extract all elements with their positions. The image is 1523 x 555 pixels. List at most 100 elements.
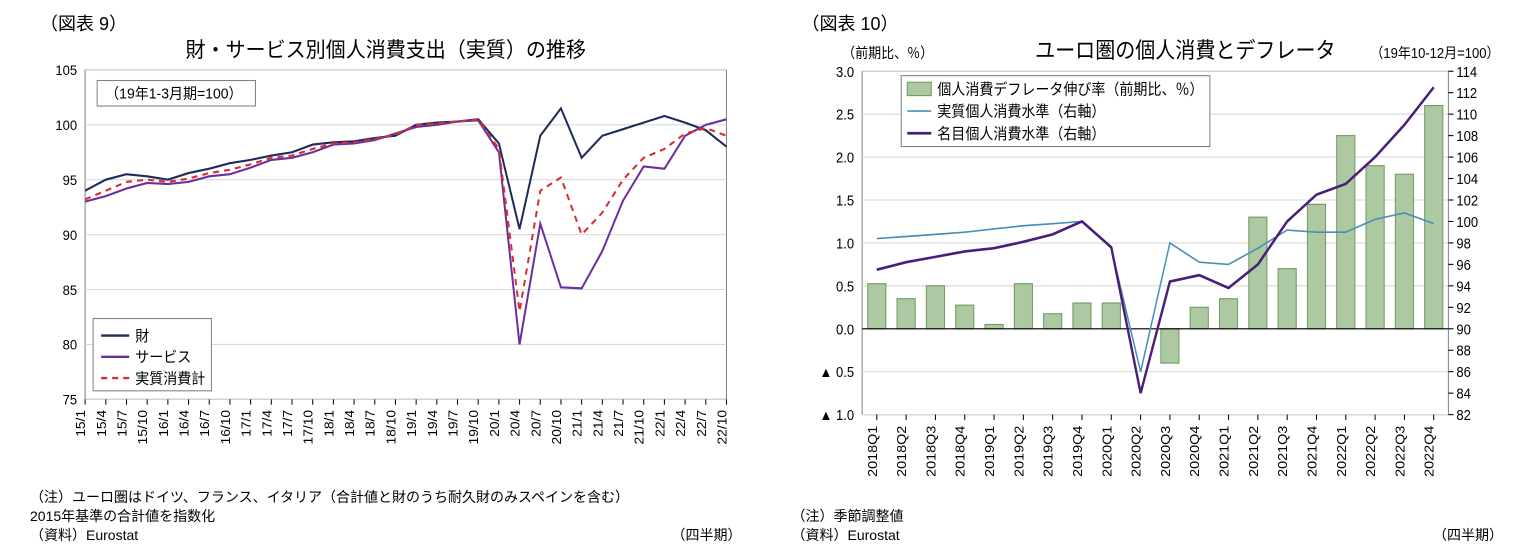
svg-text:財・サービス別個人消費支出（実質）の推移: 財・サービス別個人消費支出（実質）の推移 xyxy=(185,39,586,63)
svg-text:2022Q2: 2022Q2 xyxy=(1363,426,1377,477)
svg-text:17/7: 17/7 xyxy=(280,410,295,437)
svg-text:2.5: 2.5 xyxy=(836,107,854,123)
svg-text:▲ 1.0: ▲ 1.0 xyxy=(819,408,854,424)
svg-text:（19年1-3月期=100）: （19年1-3月期=100） xyxy=(105,85,242,102)
svg-text:財: 財 xyxy=(135,327,149,344)
svg-text:21/1: 21/1 xyxy=(570,410,585,437)
svg-text:75: 75 xyxy=(63,392,77,407)
svg-text:2020Q2: 2020Q2 xyxy=(1129,426,1143,477)
svg-text:2021Q2: 2021Q2 xyxy=(1246,426,1260,477)
svg-text:2022Q3: 2022Q3 xyxy=(1393,425,1407,477)
svg-text:15/10: 15/10 xyxy=(136,410,151,445)
svg-text:21/10: 21/10 xyxy=(632,410,647,445)
svg-text:102: 102 xyxy=(1456,193,1478,209)
figure-9-panel: （図表 9） 財・サービス別個人消費支出（実質）の推移7580859095100… xyxy=(0,0,762,555)
svg-text:20/10: 20/10 xyxy=(549,410,564,445)
figure-9-note1: （注）ユーロ圏はドイツ、フランス、イタリア（合計値と財のうち耐久財のみスペインを… xyxy=(30,488,742,507)
figure-10-panel: （図表 10） （前期比、％）ユーロ圏の個人消費とデフレータ（19年10-12月… xyxy=(762,0,1523,555)
svg-text:110: 110 xyxy=(1456,107,1477,123)
svg-text:18/10: 18/10 xyxy=(384,410,399,445)
svg-text:86: 86 xyxy=(1456,365,1471,381)
svg-text:85: 85 xyxy=(63,282,77,297)
svg-text:2018Q4: 2018Q4 xyxy=(953,425,967,477)
svg-text:20/1: 20/1 xyxy=(487,410,502,437)
svg-text:105: 105 xyxy=(55,63,77,78)
figure-10-source: （資料）Eurostat xyxy=(792,526,900,545)
svg-text:ユーロ圏の個人消費とデフレータ: ユーロ圏の個人消費とデフレータ xyxy=(1035,38,1335,63)
figure-9-source: （資料）Eurostat xyxy=(30,526,138,545)
svg-text:個人消費デフレータ伸び率（前期比、％）: 個人消費デフレータ伸び率（前期比、％） xyxy=(937,80,1203,99)
svg-text:2019Q2: 2019Q2 xyxy=(1011,426,1025,477)
svg-text:88: 88 xyxy=(1456,343,1471,359)
svg-text:106: 106 xyxy=(1456,150,1478,166)
svg-text:18/7: 18/7 xyxy=(363,410,378,437)
svg-text:100: 100 xyxy=(1456,214,1478,230)
svg-text:19/7: 19/7 xyxy=(446,410,461,437)
svg-text:22/4: 22/4 xyxy=(673,409,688,436)
svg-text:19/1: 19/1 xyxy=(404,410,419,437)
svg-text:2019Q3: 2019Q3 xyxy=(1041,425,1055,477)
figure-9-chart: 財・サービス別個人消費支出（実質）の推移 75 80 85 90 95 100 105 15/1… xyxy=(30,38,742,484)
svg-text:3.0: 3.0 xyxy=(836,64,854,80)
svg-text:1.0: 1.0 xyxy=(836,236,854,252)
svg-text:19/10: 19/10 xyxy=(467,410,482,445)
svg-text:2020Q4: 2020Q4 xyxy=(1187,425,1201,477)
svg-text:名目個人消費水準（右軸）: 名目個人消費水準（右軸） xyxy=(937,125,1105,143)
svg-text:15/4: 15/4 xyxy=(94,409,109,436)
svg-text:22/7: 22/7 xyxy=(694,410,709,437)
svg-text:1.5: 1.5 xyxy=(836,193,854,209)
svg-text:90: 90 xyxy=(63,228,77,243)
svg-text:108: 108 xyxy=(1456,129,1478,145)
svg-text:84: 84 xyxy=(1456,386,1471,402)
svg-text:2018Q2: 2018Q2 xyxy=(894,426,908,477)
svg-text:95: 95 xyxy=(63,173,77,188)
svg-text:104: 104 xyxy=(1456,171,1478,187)
svg-text:22/1: 22/1 xyxy=(653,410,668,437)
svg-text:19/4: 19/4 xyxy=(425,409,440,436)
svg-text:15/1: 15/1 xyxy=(73,410,88,437)
svg-text:16/1: 16/1 xyxy=(156,410,171,437)
svg-text:2020Q3: 2020Q3 xyxy=(1158,425,1172,477)
svg-text:21/4: 21/4 xyxy=(591,409,606,436)
svg-text:96: 96 xyxy=(1456,257,1471,273)
svg-text:▲ 0.5: ▲ 0.5 xyxy=(819,365,854,381)
svg-text:20/4: 20/4 xyxy=(508,409,523,436)
svg-text:82: 82 xyxy=(1456,408,1470,424)
svg-text:2018Q3: 2018Q3 xyxy=(924,425,938,477)
figure-10-note1: （注）季節調整値 xyxy=(792,507,1504,526)
svg-text:20/7: 20/7 xyxy=(529,410,544,437)
svg-text:114: 114 xyxy=(1456,64,1477,80)
svg-text:17/4: 17/4 xyxy=(260,409,275,436)
svg-text:2021Q1: 2021Q1 xyxy=(1217,426,1231,477)
svg-text:2020Q1: 2020Q1 xyxy=(1099,426,1113,477)
svg-text:2022Q4: 2022Q4 xyxy=(1422,425,1436,477)
svg-text:2019Q4: 2019Q4 xyxy=(1070,425,1084,477)
figure-9-notes: （注）ユーロ圏はドイツ、フランス、イタリア（合計値と財のうち耐久財のみスペインを… xyxy=(30,488,742,545)
svg-text:18/4: 18/4 xyxy=(342,409,357,436)
svg-text:2021Q3: 2021Q3 xyxy=(1275,425,1289,477)
svg-text:22/10: 22/10 xyxy=(715,410,730,445)
svg-text:17/10: 17/10 xyxy=(301,410,316,445)
svg-text:0.0: 0.0 xyxy=(836,322,854,338)
svg-text:2.0: 2.0 xyxy=(836,150,854,166)
svg-text:16/4: 16/4 xyxy=(177,409,192,436)
svg-text:17/1: 17/1 xyxy=(239,410,254,437)
svg-text:（前期比、％）: （前期比、％） xyxy=(842,44,933,61)
svg-text:2018Q1: 2018Q1 xyxy=(865,426,879,477)
svg-text:98: 98 xyxy=(1456,236,1471,252)
svg-text:実質消費計: 実質消費計 xyxy=(135,369,205,388)
svg-text:15/7: 15/7 xyxy=(115,410,130,437)
svg-text:21/7: 21/7 xyxy=(611,410,626,437)
svg-text:18/1: 18/1 xyxy=(322,410,337,437)
figure-9-note2: 2015年基準の合計値を指数化 xyxy=(30,507,742,526)
figure-10-notes: （注）季節調整値 （資料）Eurostat （四半期） xyxy=(792,507,1504,545)
figure-9-xaxis-label: （四半期） xyxy=(672,526,742,545)
svg-text:100: 100 xyxy=(55,118,77,133)
svg-text:90: 90 xyxy=(1456,322,1471,338)
svg-text:92: 92 xyxy=(1456,300,1470,316)
svg-text:16/7: 16/7 xyxy=(198,410,213,437)
svg-text:2021Q4: 2021Q4 xyxy=(1305,425,1319,477)
svg-text:112: 112 xyxy=(1456,86,1477,102)
svg-text:80: 80 xyxy=(63,337,77,352)
svg-text:16/10: 16/10 xyxy=(218,410,233,445)
